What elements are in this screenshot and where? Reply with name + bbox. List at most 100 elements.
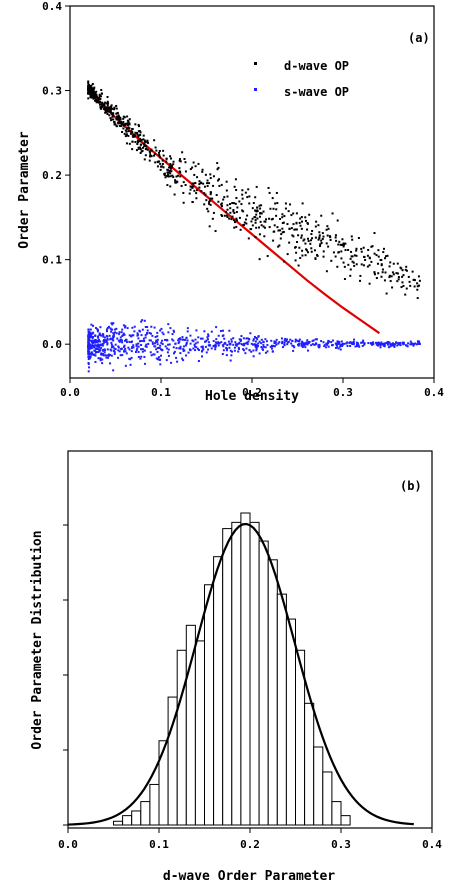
s-wave-point — [165, 338, 168, 341]
s-wave-point — [88, 357, 91, 360]
legend-label-s-wave: s-wave OP — [284, 85, 349, 99]
d-wave-point — [91, 96, 94, 99]
s-wave-point — [357, 342, 360, 345]
s-wave-point — [146, 329, 149, 332]
d-wave-point — [332, 251, 335, 254]
s-wave-point — [242, 337, 245, 340]
d-wave-point — [100, 88, 103, 91]
d-wave-point — [143, 140, 146, 143]
d-wave-point — [190, 185, 193, 188]
d-wave-point — [391, 271, 394, 274]
s-wave-point — [214, 345, 217, 348]
s-wave-point — [100, 344, 103, 347]
s-wave-point — [102, 333, 105, 336]
d-wave-point — [292, 235, 295, 238]
d-wave-point — [138, 139, 141, 142]
d-wave-point — [269, 207, 272, 210]
s-wave-point — [249, 332, 252, 335]
d-wave-point — [123, 124, 126, 127]
s-wave-point — [118, 333, 121, 336]
x-axis-label-a: Hole density — [205, 389, 299, 404]
s-wave-point — [132, 334, 135, 337]
s-wave-point — [379, 346, 382, 349]
s-wave-point — [396, 344, 399, 347]
d-wave-point — [122, 121, 125, 124]
s-wave-point — [90, 333, 93, 336]
s-wave-point — [144, 333, 147, 336]
s-wave-point — [161, 331, 164, 334]
s-wave-point — [345, 342, 348, 345]
d-wave-point — [168, 169, 171, 172]
d-wave-point — [373, 273, 376, 276]
histogram-bar — [285, 618, 296, 826]
s-wave-point — [111, 328, 114, 331]
s-wave-point — [111, 338, 114, 341]
d-wave-point — [143, 144, 146, 147]
d-wave-point — [179, 160, 182, 163]
d-wave-point — [282, 230, 285, 233]
d-wave-point — [298, 246, 301, 249]
s-wave-point — [136, 334, 139, 337]
d-wave-point — [236, 206, 239, 209]
s-wave-point — [312, 339, 315, 342]
d-wave-point — [91, 83, 94, 86]
d-wave-point — [304, 219, 307, 222]
s-wave-point — [90, 351, 93, 354]
s-wave-point — [334, 346, 337, 349]
d-wave-point — [301, 249, 304, 252]
d-wave-point — [137, 135, 140, 138]
d-wave-point — [254, 216, 257, 219]
d-wave-point — [122, 115, 125, 118]
s-wave-point — [269, 345, 272, 348]
d-wave-point — [131, 131, 134, 134]
histogram-bar — [194, 640, 205, 826]
s-wave-point — [243, 349, 245, 352]
d-wave-point — [154, 146, 157, 149]
d-wave-point — [272, 207, 275, 210]
d-wave-point — [254, 209, 257, 212]
d-wave-point — [353, 254, 356, 257]
s-wave-point — [159, 363, 162, 366]
d-wave-point — [106, 100, 109, 103]
d-wave-point — [192, 185, 195, 188]
d-wave-point — [405, 269, 408, 272]
s-wave-point — [255, 346, 258, 349]
d-wave-point — [153, 139, 156, 142]
d-wave-point — [274, 202, 277, 205]
d-wave-point — [235, 219, 238, 222]
s-wave-point — [245, 347, 248, 350]
s-wave-point — [94, 351, 97, 354]
s-wave-point — [210, 347, 213, 350]
d-wave-point — [87, 80, 90, 83]
d-wave-point — [223, 214, 226, 217]
d-wave-point — [231, 202, 234, 205]
d-wave-point — [111, 107, 114, 110]
s-wave-point — [87, 370, 90, 373]
s-wave-point — [221, 334, 224, 337]
d-wave-point — [114, 123, 117, 126]
d-wave-point — [413, 285, 416, 288]
d-wave-point — [217, 179, 220, 182]
s-wave-point — [156, 346, 159, 349]
d-wave-point — [207, 210, 210, 213]
d-wave-point — [206, 182, 209, 185]
s-wave-point — [94, 341, 97, 344]
d-wave-point — [107, 106, 110, 109]
s-wave-point — [113, 352, 116, 355]
d-wave-point — [89, 93, 92, 96]
d-wave-point — [148, 159, 151, 162]
d-wave-point — [260, 212, 263, 215]
s-wave-point — [141, 328, 144, 331]
d-wave-point — [256, 217, 259, 220]
s-wave-point — [409, 340, 412, 343]
d-wave-point — [317, 224, 320, 227]
d-wave-point — [115, 107, 118, 110]
d-wave-point — [116, 121, 119, 124]
d-wave-point — [203, 203, 206, 206]
d-wave-point — [225, 180, 228, 183]
s-wave-point — [253, 335, 256, 338]
d-wave-point — [129, 132, 132, 135]
d-wave-point — [138, 137, 141, 140]
d-wave-point — [344, 242, 347, 245]
s-wave-point — [141, 319, 144, 322]
